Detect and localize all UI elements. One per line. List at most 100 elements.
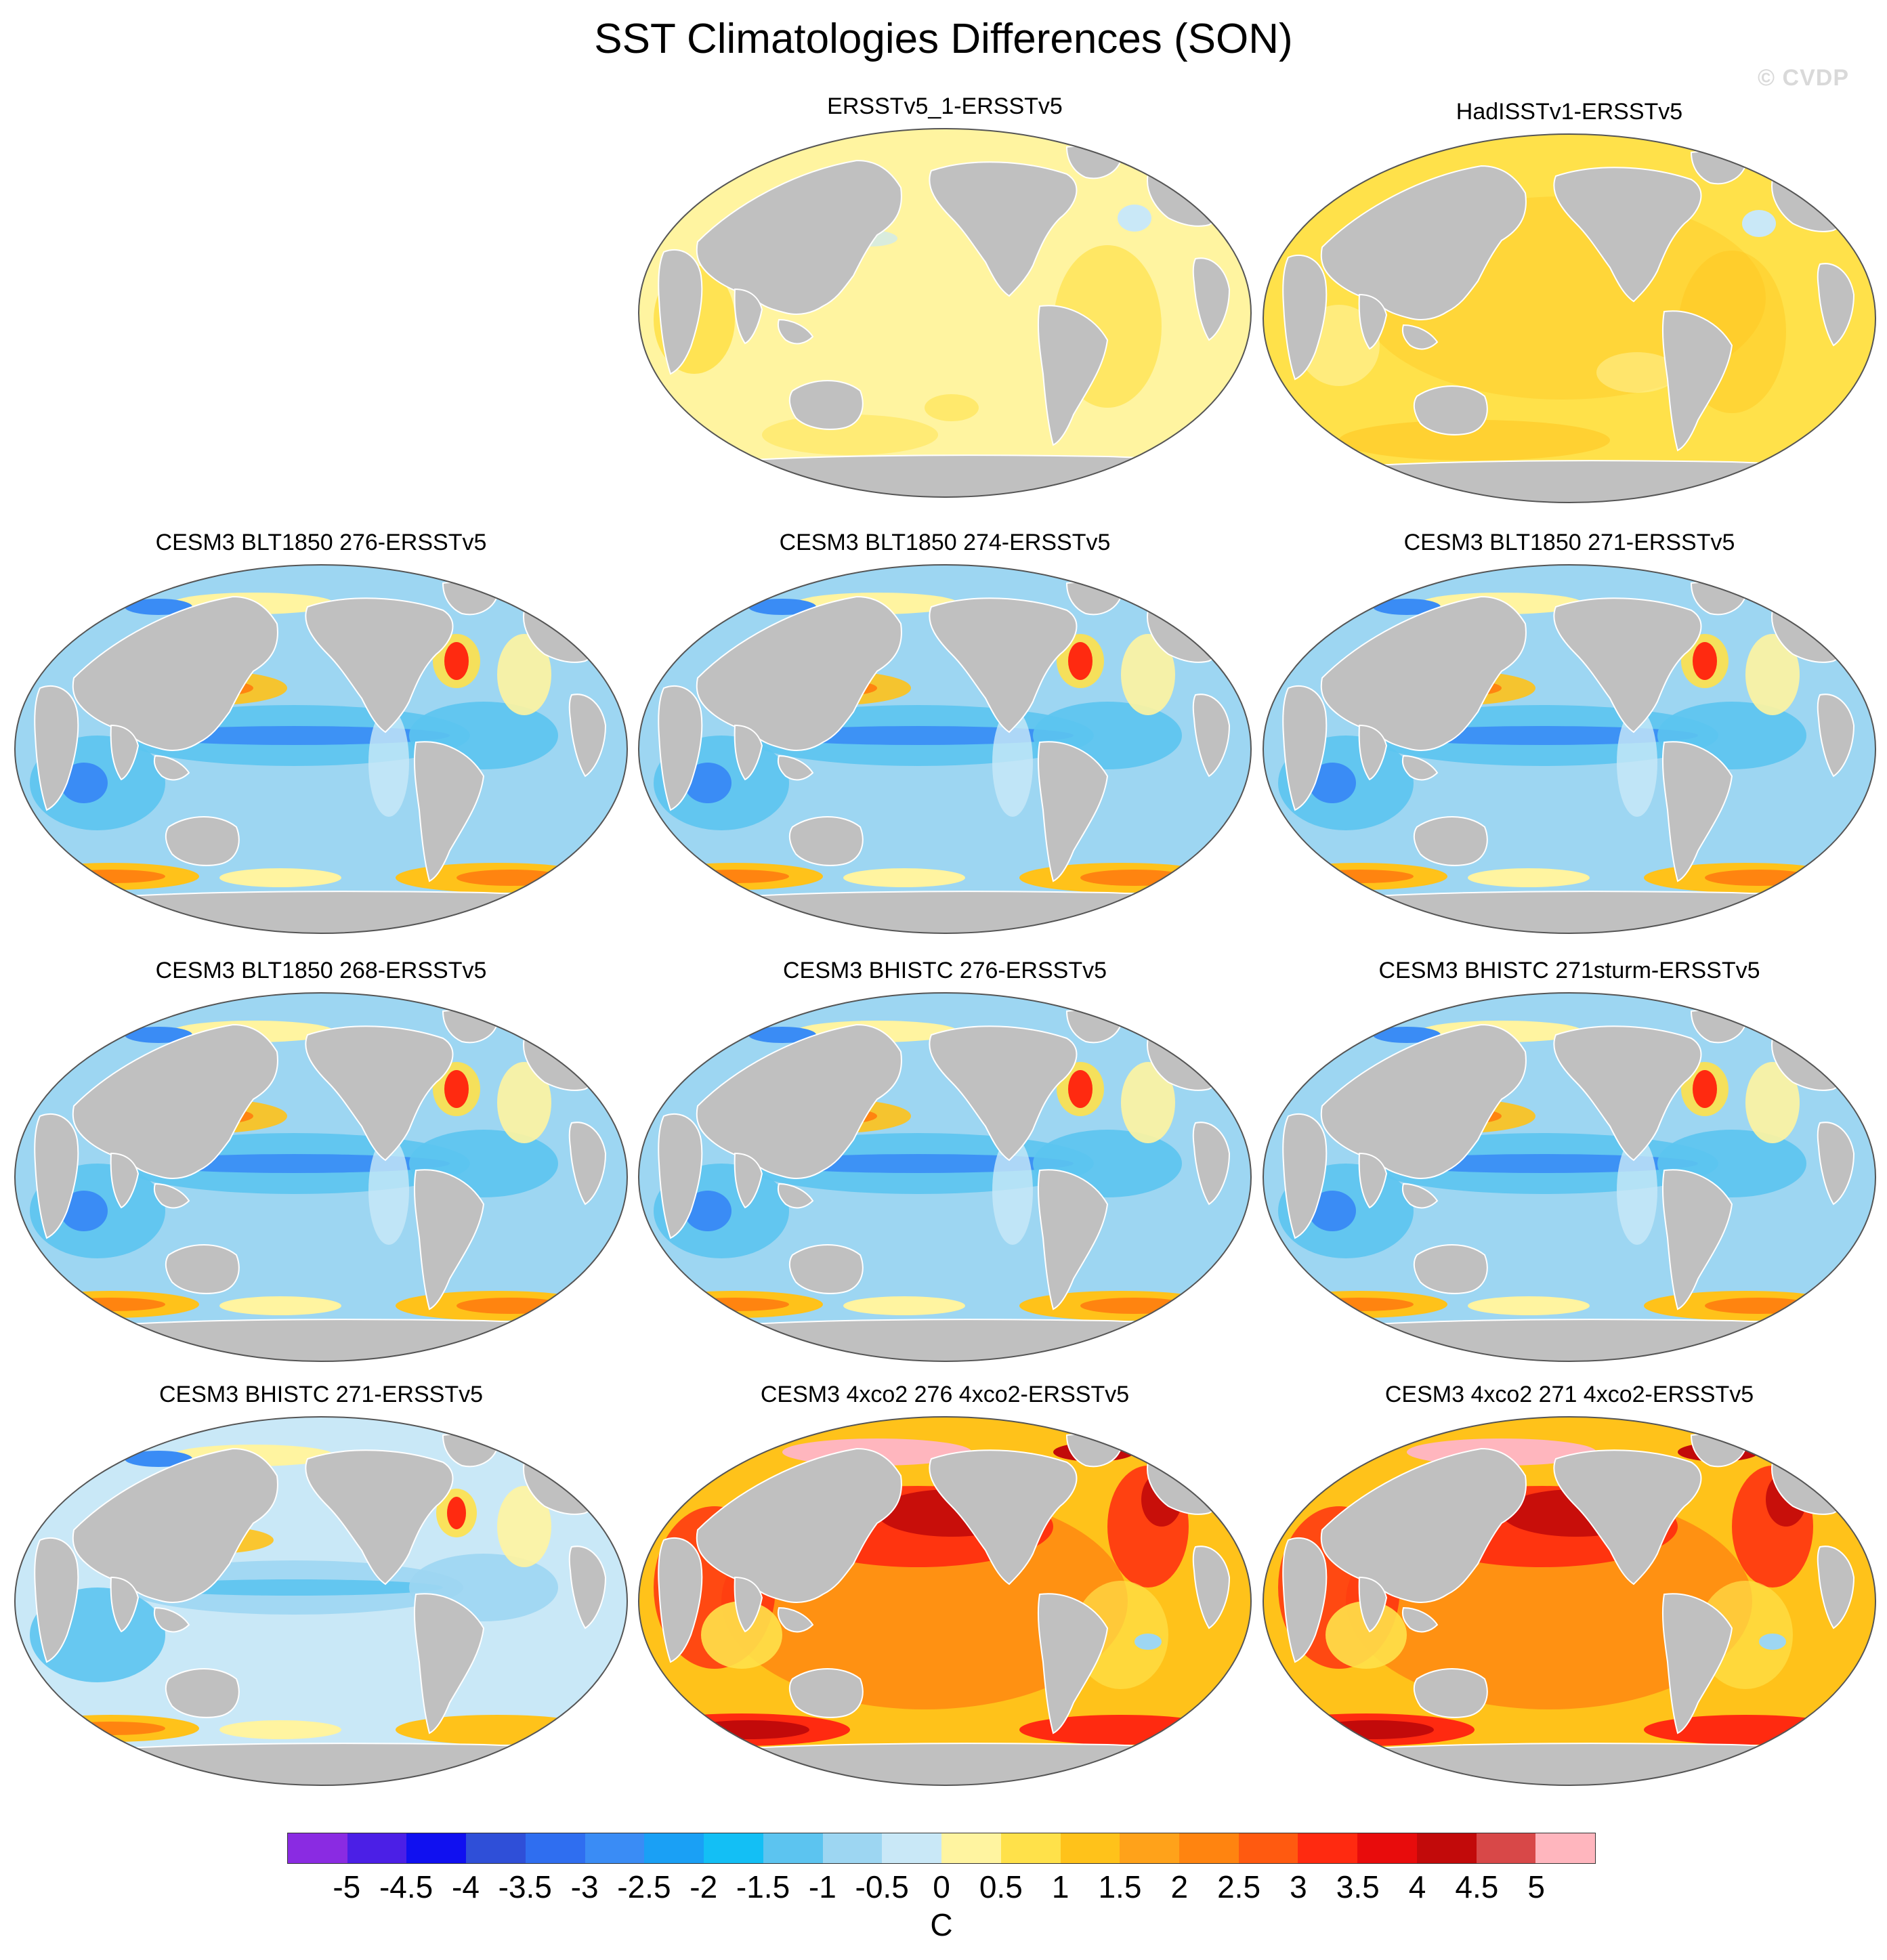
colorbar-ticks: -5 -4.5 -4 -3.5 -3 -2.5 -2 -1.5 -1 -0.5 0 0.5 1 1.5 2 2…: [287, 1867, 1596, 1907]
land-africa_east: [1817, 1546, 1855, 1629]
land-seasia: [777, 1606, 814, 1633]
colorbar-swatch: [1476, 1833, 1536, 1863]
land-namerica: [1553, 167, 1702, 303]
land-australia: [1413, 816, 1488, 866]
land-seasia: [1401, 754, 1439, 781]
sst-anomaly-region: [748, 1027, 816, 1043]
sst-anomaly-region: [1339, 420, 1610, 461]
land-africa: [658, 1113, 703, 1239]
map: [14, 1416, 628, 1786]
land-antarctica: [1270, 1743, 1869, 1785]
colorbar-swatch: [466, 1833, 526, 1863]
sst-anomaly-region: [57, 1298, 165, 1311]
land-samerica: [1661, 1593, 1733, 1734]
map-content: [1263, 1417, 1875, 1785]
land-seasia: [153, 754, 190, 781]
sst-anomaly-region: [925, 394, 979, 421]
panel-title: CESM3 BLT1850 271-ERSSTv5: [1403, 530, 1735, 555]
land-samerica: [1037, 741, 1109, 882]
map-border: [1263, 564, 1876, 934]
land-australia: [1413, 1244, 1488, 1294]
land-seasia: [153, 1183, 190, 1209]
land-africa_east: [1817, 694, 1855, 777]
sst-anomaly-region: [497, 1062, 551, 1143]
map: [1263, 992, 1876, 1362]
colorbar-swatch: [525, 1833, 585, 1863]
land-australia: [1413, 385, 1488, 435]
sst-anomaly-region: [1745, 1062, 1800, 1143]
land-india: [1358, 724, 1388, 781]
colorbar-tick-label: 1.5: [1098, 1869, 1142, 1904]
sst-anomaly-region: [1326, 1601, 1407, 1669]
sst-anomaly-region: [497, 634, 551, 715]
land-samerica: [1661, 741, 1733, 882]
colorbar-tick-label: -0.5: [855, 1869, 909, 1904]
land-antarctica: [645, 1319, 1244, 1361]
map-panel: HadISSTv1-ERSSTv5: [1258, 95, 1881, 515]
colorbar: [287, 1833, 1596, 1864]
map: [14, 992, 628, 1362]
sst-anomaly-region: [681, 1298, 789, 1311]
map-content: [15, 565, 627, 933]
sst-anomaly-region: [1596, 352, 1678, 393]
map-content: [1263, 134, 1875, 503]
land-india: [110, 724, 140, 781]
land-samerica: [1661, 310, 1733, 452]
colorbar-tick-label: -1.5: [736, 1869, 790, 1904]
sst-anomaly-region: [1305, 1298, 1414, 1311]
colorbar-swatch: [1298, 1833, 1358, 1863]
land-africa: [1282, 1113, 1328, 1239]
land-africa: [34, 1113, 79, 1239]
sst-anomaly-region: [219, 868, 341, 887]
land-africa_east: [1192, 1546, 1231, 1629]
map-content: [15, 993, 627, 1361]
land-australia: [788, 816, 864, 866]
land-antarctica: [645, 454, 1244, 497]
land-antarctica: [1270, 460, 1869, 503]
map-content: [1263, 565, 1875, 933]
colorbar-swatch: [1238, 1833, 1298, 1863]
land-africa: [1282, 685, 1328, 811]
map-panel: CESM3 BHISTC 276-ERSSTv5: [633, 954, 1256, 1373]
land-namerica: [929, 597, 1078, 733]
map-panel: CESM3 BLT1850 274-ERSSTv5: [633, 526, 1256, 945]
map: [1263, 564, 1876, 934]
colorbar-swatch: [347, 1833, 407, 1863]
land-samerica: [1037, 1593, 1109, 1734]
colorbar-tick-label: 2: [1170, 1869, 1189, 1904]
land-australia: [1413, 1668, 1488, 1718]
land-antarctica: [22, 1319, 620, 1361]
panel-title: ERSSTv5_1-ERSSTv5: [827, 93, 1063, 119]
land-antarctica: [1270, 891, 1869, 933]
map-content: [639, 129, 1251, 497]
land-samerica: [1037, 305, 1109, 446]
map-content: [639, 1417, 1251, 1785]
sst-anomaly-region: [1745, 634, 1800, 715]
watermark: © CVDP: [1758, 65, 1849, 91]
map: [638, 128, 1252, 498]
land-samerica: [1037, 1169, 1109, 1311]
colorbar-tick-label: -4.5: [379, 1869, 433, 1904]
land-australia: [165, 1244, 240, 1294]
land-namerica: [305, 1025, 454, 1162]
panel-title: CESM3 4xco2 271 4xco2-ERSSTv5: [1384, 1382, 1754, 1407]
land-seasia: [153, 1606, 190, 1633]
sst-anomaly-region: [57, 870, 165, 883]
land-africa_east: [568, 1122, 607, 1206]
sst-anomaly-region: [687, 1720, 809, 1739]
panel-title: CESM3 BHISTC 271-ERSSTv5: [158, 1382, 484, 1407]
land-australia: [165, 816, 240, 866]
colorbar-swatch: [1060, 1833, 1120, 1863]
land-africa_east: [1192, 257, 1231, 341]
sst-anomaly-region: [447, 1497, 466, 1529]
colorbar-tick-label: -3.5: [498, 1869, 552, 1904]
sst-anomaly-region: [125, 1451, 192, 1467]
map-border: [14, 992, 628, 1362]
sst-anomaly-region: [1742, 210, 1776, 237]
colorbar-swatch: [406, 1833, 467, 1863]
colorbar-tick-label: 3: [1290, 1869, 1307, 1904]
sst-anomaly-region: [843, 1296, 965, 1315]
land-seasia: [777, 1183, 814, 1209]
colorbar-swatch: [1000, 1833, 1061, 1863]
colorbar-swatch: [822, 1833, 883, 1863]
